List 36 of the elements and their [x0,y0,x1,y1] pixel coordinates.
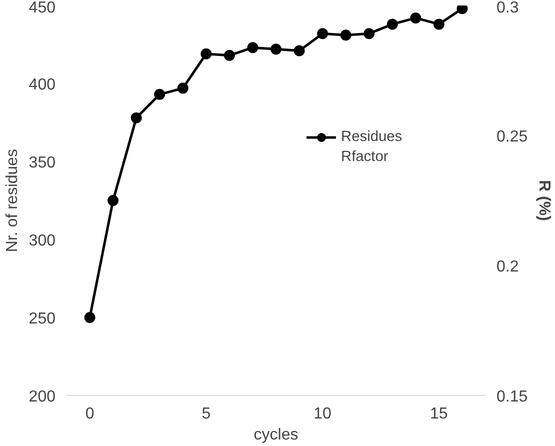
x-tick-label: 10 [314,406,332,422]
point [177,82,188,94]
point [84,312,96,323]
y2-tick-label: 0.2 [496,258,519,276]
y2-axis-title: R (%) [536,180,553,221]
point [224,50,235,61]
point [386,18,398,30]
x-axis-title: cycles [254,426,298,444]
y-tick-label: 350 [28,154,56,172]
point [433,18,444,30]
legend-label: Residues [341,129,402,145]
point [340,30,352,41]
point [154,88,166,100]
point [317,28,328,40]
point [108,195,119,206]
y2-tick-label: 0.3 [496,0,519,16]
point [130,112,142,124]
point [247,42,258,54]
point [364,28,375,40]
y-tick-label: 400 [28,76,56,94]
y-axis-title: Nr. of residues [4,148,21,252]
point [200,48,212,60]
y-tick-label: 300 [28,232,56,250]
x-tick-label: 5 [202,406,211,422]
x-tick-label: 15 [430,406,448,422]
y2-tick-label: 0.15 [496,388,528,406]
y-tick-label: 250 [28,310,56,328]
point [270,44,282,55]
point [294,45,305,56]
y-tick-label: 450 [28,0,56,16]
x-tick-label: 0 [85,406,94,422]
y-tick-label: 200 [28,388,56,406]
y2-tick-label: 0.25 [496,128,528,146]
point [410,12,422,24]
text: Rfactor [341,149,388,165]
point [456,6,468,14]
